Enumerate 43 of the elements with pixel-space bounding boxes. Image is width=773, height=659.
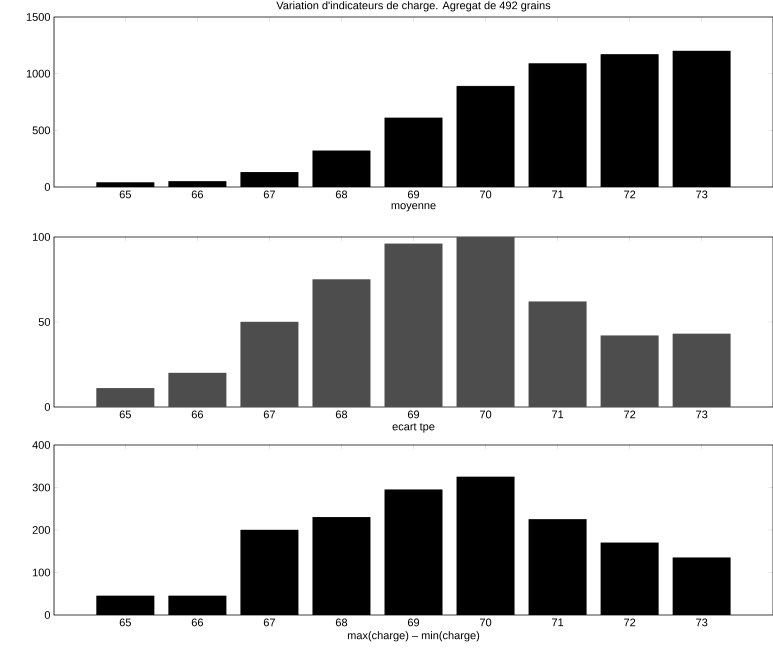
x-tick-label: 69 — [408, 618, 420, 626]
y-tick-label: 0 — [44, 611, 50, 619]
y-tick-label: 400 — [32, 441, 50, 449]
x-tick-label: 68 — [336, 618, 348, 626]
x-axis-title: ecart tpe — [392, 423, 434, 433]
x-tick-label: 66 — [192, 618, 203, 626]
y-tick-label: 0 — [44, 183, 50, 191]
x-tick-label: 65 — [120, 618, 131, 626]
x-tick-label: 67 — [264, 618, 275, 626]
x-tick-label: 73 — [696, 190, 708, 198]
x-tick-label: 72 — [624, 190, 636, 198]
x-tick-label: 70 — [480, 190, 492, 198]
y-tick-label: 1500 — [26, 13, 50, 21]
x-tick-label: 70 — [480, 410, 492, 418]
y-tick-label: 100 — [32, 568, 50, 576]
y-tick-label: 0 — [44, 403, 50, 411]
y-tick-label: 100 — [32, 233, 50, 241]
x-tick-label: 66 — [192, 190, 203, 198]
y-tick-label: 50 — [38, 318, 50, 326]
x-tick-label: 72 — [624, 618, 636, 626]
x-tick-label: 66 — [192, 410, 203, 418]
y-tick-label: 200 — [32, 526, 50, 534]
y-tick-label: 300 — [32, 484, 50, 492]
x-tick-label: 71 — [552, 410, 564, 418]
x-tick-label: 71 — [552, 190, 564, 198]
x-tick-label: 73 — [696, 618, 708, 626]
x-tick-label: 69 — [408, 190, 420, 198]
x-tick-label: 72 — [624, 410, 636, 418]
x-tick-label: 68 — [336, 410, 348, 418]
x-tick-label: 70 — [480, 618, 492, 626]
x-tick-label: 67 — [264, 190, 275, 198]
x-tick-label: 73 — [696, 410, 708, 418]
x-tick-label: 65 — [120, 190, 131, 198]
x-axis-title: moyenne — [392, 203, 436, 212]
x-tick-label: 65 — [120, 410, 131, 418]
x-tick-label: 69 — [408, 410, 420, 418]
y-tick-label: 1000 — [26, 70, 50, 78]
x-tick-label: 71 — [552, 618, 564, 626]
x-tick-label: 68 — [336, 190, 348, 198]
chart-title: Variation d'indicateurs de charge. Agregat de 492 grains — [276, 1, 550, 12]
y-tick-label: 500 — [32, 126, 50, 134]
x-axis-title: max(charge) – min(charge) — [348, 631, 480, 642]
x-tick-label: 67 — [264, 410, 275, 418]
